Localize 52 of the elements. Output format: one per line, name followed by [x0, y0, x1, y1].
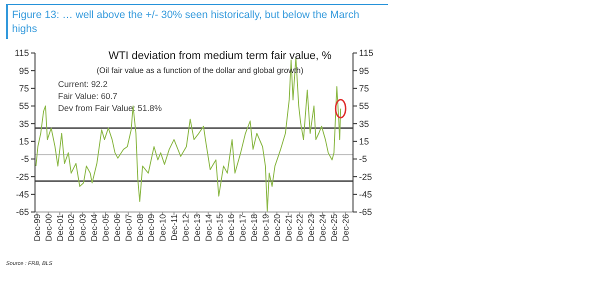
x-tick-label: Dec-11 — [169, 214, 180, 241]
x-tick-label: Dec-14 — [203, 214, 214, 242]
x-tick-label: Dec-17 — [238, 214, 248, 242]
x-tick-label: Dec-12 — [180, 214, 190, 242]
chart-title: Figure 13: … well above the +/- 30% seen historically, but below the March highs — [6, 4, 388, 39]
x-tick-label: Dec-20 — [272, 214, 282, 242]
y2-tick-label: -45 — [359, 190, 372, 200]
x-tick-label: Dec-02 — [66, 214, 76, 242]
y2-tick-label: -25 — [359, 172, 372, 182]
y2-tick-label: 15 — [359, 136, 370, 147]
x-tick-label: Dec-10 — [158, 214, 168, 242]
y-tick-label: -65 — [16, 207, 29, 218]
y-tick-label: 115 — [14, 48, 29, 58]
x-tick-label: Dec-15 — [214, 214, 225, 242]
annotation: Current: 92.2 — [58, 78, 109, 90]
x-tick-label: Dec-25 — [328, 214, 339, 242]
y2-tick-label: 35 — [359, 118, 370, 129]
x-tick-label: Dec-05 — [100, 214, 110, 242]
annotation: Fair Value: 60.7 — [58, 90, 118, 102]
y2-tick-label: 115 — [359, 48, 374, 58]
x-tick-label: Dec-22 — [294, 214, 305, 242]
x-tick-label: Dec-26 — [340, 214, 350, 242]
x-tick-label: Dec-19 — [260, 214, 270, 242]
x-tick-label: Dec-00 — [43, 214, 54, 242]
x-tick-label: Dec-09 — [146, 214, 156, 242]
y2-tick-label: 75 — [359, 84, 370, 94]
chart-subtitle: WTI deviation from medium term fair value, % — [107, 50, 333, 62]
y-tick-label: -5 — [20, 154, 29, 164]
x-tick-label: Dec-99 — [32, 214, 42, 242]
y-tick-label: 55 — [18, 101, 29, 112]
x-tick-label: Dec-23 — [306, 214, 316, 242]
x-tick-label: Dec-01 — [54, 214, 65, 242]
y-tick-label: 75 — [18, 84, 29, 94]
y2-tick-label: 95 — [359, 66, 370, 76]
y2-tick-label: -5 — [359, 154, 368, 164]
x-tick-label: Dec-08 — [134, 214, 145, 242]
x-tick-label: Dec-07 — [123, 214, 134, 242]
y-tick-label: 95 — [18, 66, 29, 76]
x-tick-label: Dec-21 — [283, 214, 294, 242]
y2-tick-label: -65 — [359, 207, 372, 218]
x-tick-label: Dec-03 — [78, 214, 88, 242]
y-tick-label: 15 — [18, 136, 29, 147]
x-tick-label: Dec-24 — [318, 214, 328, 242]
y2-tick-label: 55 — [359, 101, 370, 112]
y-tick-label: -45 — [16, 190, 29, 200]
y-tick-label: 35 — [18, 118, 29, 129]
x-tick-label: Dec-06 — [112, 214, 122, 242]
x-tick-label: Dec-04 — [89, 214, 100, 242]
x-tick-label: Dec-16 — [226, 214, 236, 242]
x-tick-label: Dec-13 — [192, 214, 202, 242]
x-tick-label: Dec-18 — [249, 214, 260, 242]
y-tick-label: -25 — [16, 172, 29, 182]
